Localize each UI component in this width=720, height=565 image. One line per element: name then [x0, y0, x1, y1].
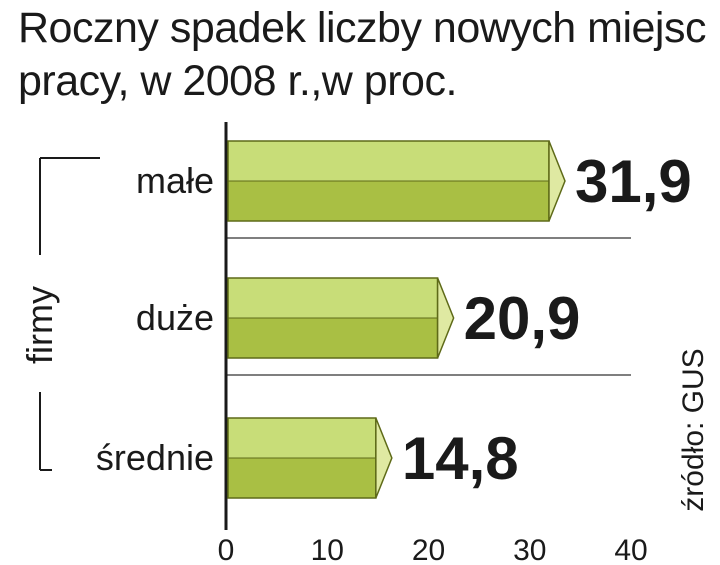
group-label: firmy [19, 286, 60, 364]
bar-upper-0 [228, 141, 549, 181]
chart-title: Roczny spadek liczby nowych miejsc pracy… [18, 4, 707, 105]
bar-tip-1 [436, 277, 455, 359]
x-tick-label: 20 [412, 534, 445, 565]
bar-upper-2 [228, 418, 376, 458]
value-label: 31,9 [575, 148, 692, 215]
x-tick-label: 30 [513, 534, 546, 565]
bar-upper-1 [228, 278, 438, 318]
bar-lower-1 [228, 318, 438, 358]
category-label: małe [136, 160, 214, 201]
bar-tip-0 [548, 140, 566, 222]
category-label: duże [136, 297, 214, 338]
category-label: średnie [96, 437, 214, 478]
x-tick-label: 0 [218, 534, 235, 565]
value-label: 14,8 [402, 425, 519, 492]
bar-lower-2 [228, 458, 376, 498]
bar-lower-0 [228, 181, 549, 221]
bar-tip-2 [375, 417, 393, 499]
x-tick-label: 40 [614, 534, 647, 565]
x-tick-label: 10 [311, 534, 344, 565]
value-label: 20,9 [464, 285, 581, 352]
source-label: źródło: GUS [677, 348, 710, 511]
